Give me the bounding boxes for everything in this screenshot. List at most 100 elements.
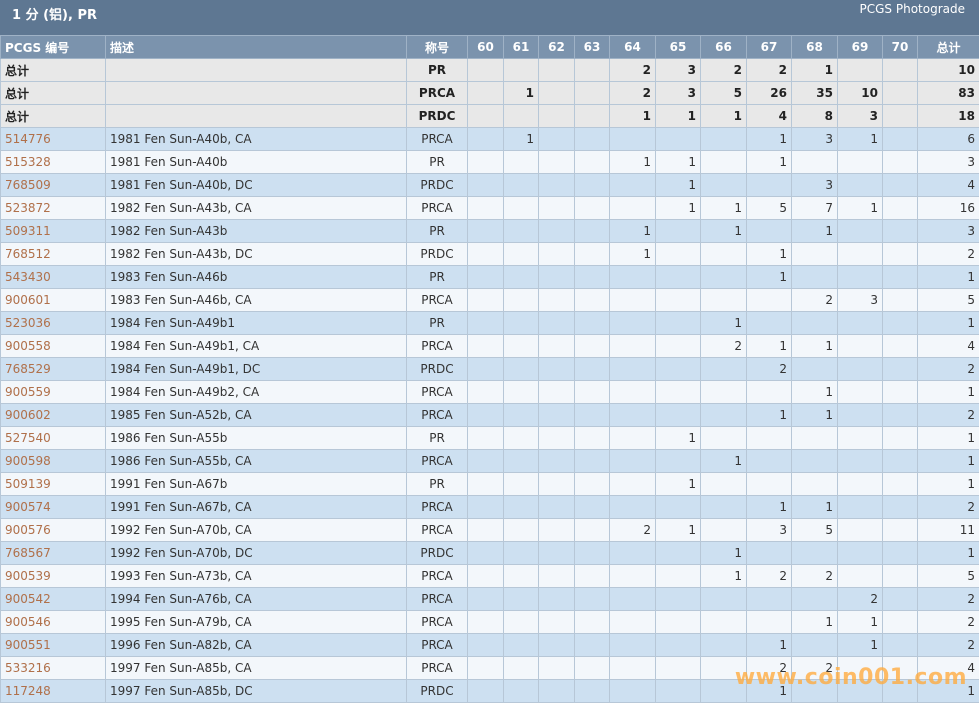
grade-count: [791, 541, 838, 565]
pcgs-number-link[interactable]: 768529: [0, 357, 106, 381]
grade-count: [655, 357, 701, 381]
pcgs-number-link[interactable]: 900546: [0, 610, 106, 634]
grade-count: [655, 610, 701, 634]
grade-count: [503, 587, 539, 611]
grade-count: [503, 196, 539, 220]
pcgs-number-link[interactable]: 900539: [0, 564, 106, 588]
pcgs-number-link[interactable]: 900576: [0, 518, 106, 542]
pcgs-number-link[interactable]: 900601: [0, 288, 106, 312]
grade-count: [837, 495, 883, 519]
coin-description: 1982 Fen Sun-A43b, CA: [105, 196, 407, 220]
grade-count: [837, 150, 883, 174]
grade-count: [655, 242, 701, 266]
grade-count: [746, 587, 792, 611]
grade-count: [467, 242, 504, 266]
table-row: 768509 1981 Fen Sun-A40b, DC PRDC 1 3 4: [0, 173, 979, 197]
pcgs-number-link[interactable]: 543430: [0, 265, 106, 289]
coin-description: 1983 Fen Sun-A46b, CA: [105, 288, 407, 312]
grade-count: 1: [746, 265, 792, 289]
grade-count: [467, 357, 504, 381]
pcgs-number-link[interactable]: 768509: [0, 173, 106, 197]
pcgs-number-link[interactable]: 768567: [0, 541, 106, 565]
pcgs-number-link[interactable]: 515328: [0, 150, 106, 174]
row-total: 2: [917, 242, 979, 266]
row-total: 4: [917, 656, 979, 680]
pcgs-number-link[interactable]: 523036: [0, 311, 106, 335]
pcgs-number-link[interactable]: 900559: [0, 380, 106, 404]
grade-count: [655, 403, 701, 427]
grade-count: [467, 265, 504, 289]
grade-count: [700, 403, 747, 427]
coin-description: 1981 Fen Sun-A40b: [105, 150, 407, 174]
grade-count: [882, 403, 918, 427]
pcgs-number-link[interactable]: 117248: [0, 679, 106, 703]
grade-count: [609, 426, 656, 450]
grade-count: [467, 610, 504, 634]
pcgs-number-link[interactable]: 900598: [0, 449, 106, 473]
col-grade-62-header[interactable]: 62: [538, 35, 575, 59]
col-grade-70-header[interactable]: 70: [882, 35, 918, 59]
designation: PRCA: [406, 449, 468, 473]
photograde-link[interactable]: PCGS Photograde: [859, 2, 965, 16]
grade-count: [574, 610, 610, 634]
designation: PRDC: [406, 679, 468, 703]
pcgs-number-link[interactable]: 900574: [0, 495, 106, 519]
col-grade-61-header[interactable]: 61: [503, 35, 539, 59]
grade-count: [882, 265, 918, 289]
pcgs-number-link[interactable]: 509139: [0, 472, 106, 496]
row-total: 4: [917, 173, 979, 197]
grade-count: [574, 518, 610, 542]
grade-count: 1: [791, 495, 838, 519]
total-desc: [105, 58, 407, 82]
grade-count: 2: [700, 334, 747, 358]
grade-count: 1: [791, 610, 838, 634]
col-grade-69-header[interactable]: 69: [837, 35, 883, 59]
pcgs-number-link[interactable]: 900542: [0, 587, 106, 611]
pcgs-number-link[interactable]: 514776: [0, 127, 106, 151]
total-grade-count: 1: [503, 81, 539, 105]
pcgs-number-link[interactable]: 533216: [0, 656, 106, 680]
col-grade-60-header[interactable]: 60: [467, 35, 504, 59]
grade-count: [882, 449, 918, 473]
grade-count: [574, 403, 610, 427]
col-grade-65-header[interactable]: 65: [655, 35, 701, 59]
grade-count: [574, 242, 610, 266]
grade-count: [467, 518, 504, 542]
total-grade-count: [574, 104, 610, 128]
col-total-header[interactable]: 总计: [917, 35, 979, 59]
coin-description: 1981 Fen Sun-A40b, CA: [105, 127, 407, 151]
pcgs-number-link[interactable]: 509311: [0, 219, 106, 243]
grade-count: [791, 633, 838, 657]
grade-count: [503, 219, 539, 243]
table-row: 523036 1984 Fen Sun-A49b1 PR 1 1: [0, 311, 979, 335]
pcgs-number-link[interactable]: 527540: [0, 426, 106, 450]
grade-count: 3: [791, 173, 838, 197]
col-grade-63-header[interactable]: 63: [574, 35, 610, 59]
pcgs-number-link[interactable]: 523872: [0, 196, 106, 220]
grade-count: [574, 633, 610, 657]
pcgs-number-link[interactable]: 900551: [0, 633, 106, 657]
table-row: 523872 1982 Fen Sun-A43b, CA PRCA 1 1 5 7 1 16: [0, 196, 979, 220]
col-grade-67-header[interactable]: 67: [746, 35, 792, 59]
coin-description: 1997 Fen Sun-A85b, DC: [105, 679, 407, 703]
grade-count: [503, 426, 539, 450]
col-desc-header[interactable]: 描述: [105, 35, 407, 59]
col-grade-64-header[interactable]: 64: [609, 35, 656, 59]
pcgs-number-link[interactable]: 768512: [0, 242, 106, 266]
col-grade-66-header[interactable]: 66: [700, 35, 747, 59]
pcgs-number-link[interactable]: 900558: [0, 334, 106, 358]
grade-count: [655, 679, 701, 703]
designation: PR: [406, 265, 468, 289]
grade-count: 1: [503, 127, 539, 151]
grade-count: 1: [655, 426, 701, 450]
col-pcgs-header[interactable]: PCGS 编号: [0, 35, 106, 59]
col-designation-header[interactable]: 称号: [406, 35, 468, 59]
grade-count: [503, 242, 539, 266]
grade-count: [467, 173, 504, 197]
pcgs-number-link[interactable]: 900602: [0, 403, 106, 427]
col-grade-68-header[interactable]: 68: [791, 35, 838, 59]
designation: PRDC: [406, 173, 468, 197]
total-grade-count: 26: [746, 81, 792, 105]
table-row: 509139 1991 Fen Sun-A67b PR 1 1: [0, 472, 979, 496]
grade-count: [882, 472, 918, 496]
